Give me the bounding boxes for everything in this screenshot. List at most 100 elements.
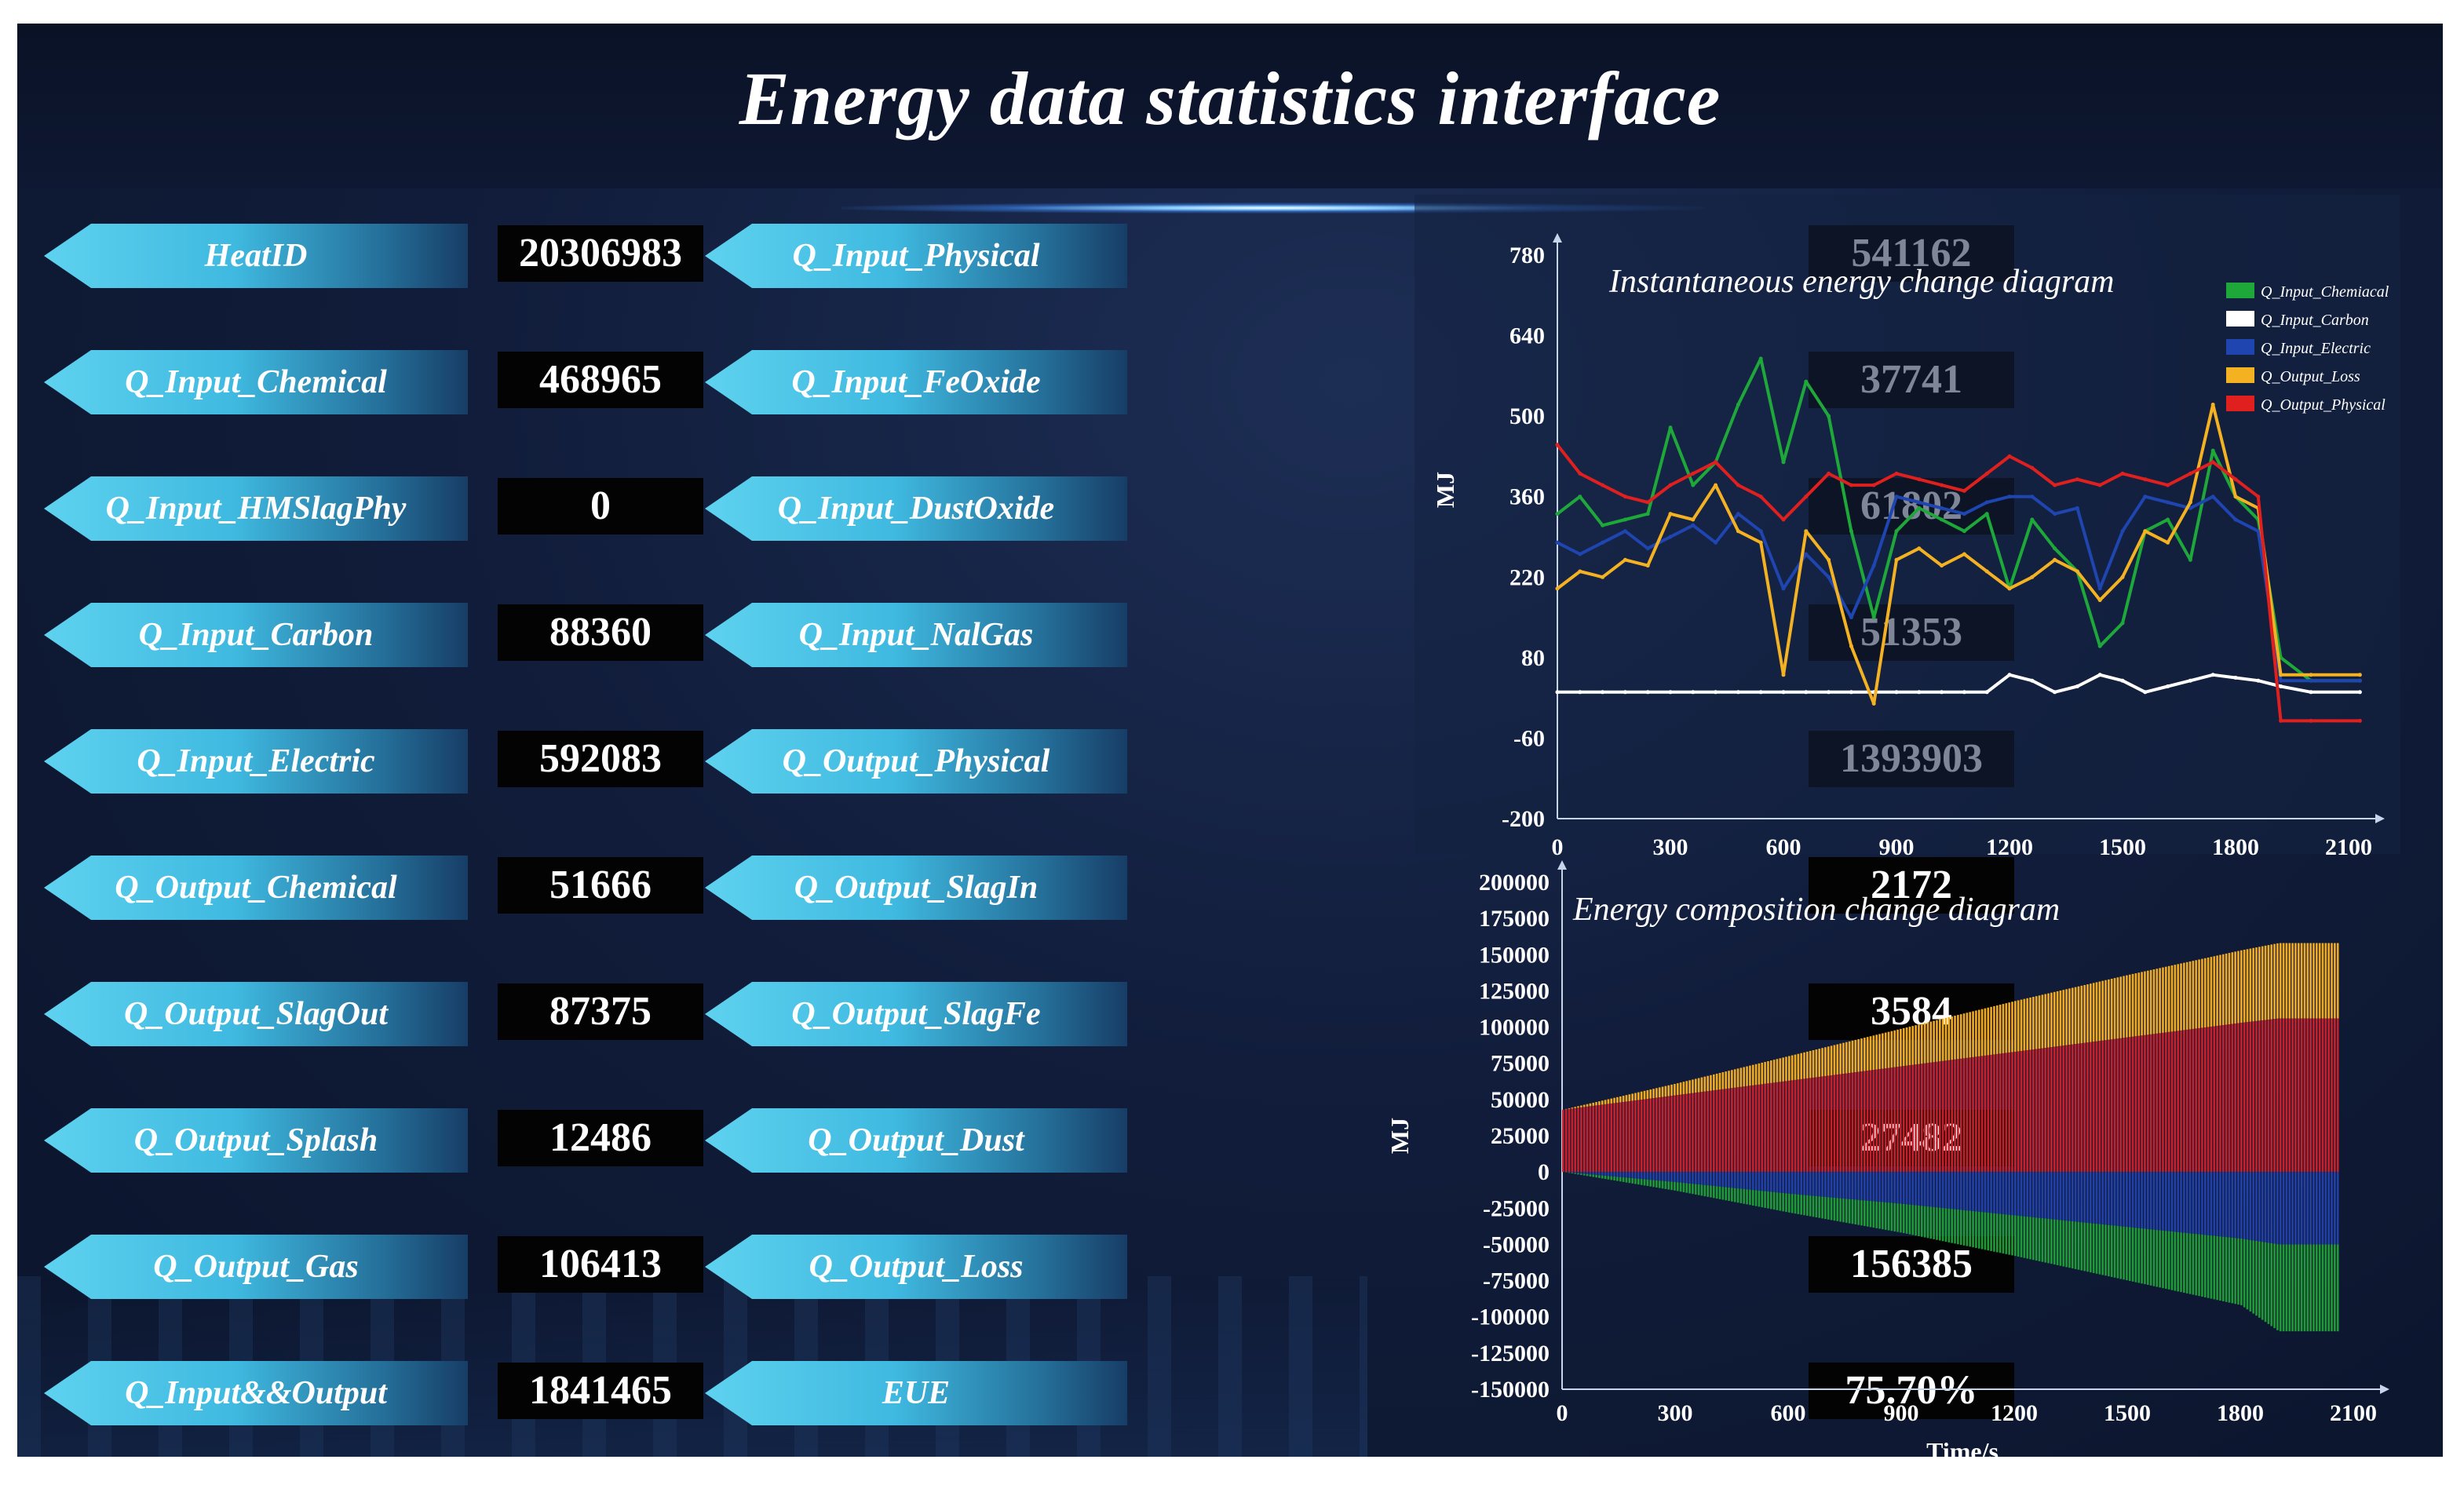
bar-q-output-loss — [1772, 1060, 1776, 1083]
bar-q-input-chemiacal — [2071, 1220, 2074, 1269]
bar-q-input-electric — [1664, 1172, 1667, 1181]
bar-q-input-electric — [2017, 1172, 2020, 1216]
bar-q-input-chemiacal — [1959, 1210, 1962, 1246]
bar-q-output-physical — [2306, 1018, 2309, 1173]
bar-q-output-loss — [1947, 1016, 1951, 1060]
bar-q-input-electric — [1619, 1172, 1622, 1177]
data-point — [2279, 718, 2283, 723]
bar-q-output-physical — [2216, 1025, 2218, 1173]
bar-q-output-physical — [2243, 1022, 2246, 1173]
data-point — [1623, 529, 1627, 534]
bar-q-input-chemiacal — [1769, 1191, 1772, 1210]
data-point — [2007, 494, 2012, 499]
bar-q-input-chemiacal — [1655, 1180, 1658, 1188]
bar-q-input-electric — [2195, 1172, 2198, 1235]
bar-q-input-electric — [2318, 1172, 2321, 1245]
bar-q-output-physical — [2231, 1023, 2234, 1173]
data-point — [2007, 454, 2012, 458]
bar-q-input-electric — [1911, 1172, 1915, 1206]
bar-q-output-loss — [1767, 1061, 1769, 1084]
bar-q-output-loss — [2273, 943, 2276, 1020]
bar-q-input-chemiacal — [1890, 1202, 1893, 1231]
data-point — [2030, 575, 2035, 579]
data-point — [1758, 690, 1763, 695]
field-label: Q_Output_SlagIn — [794, 870, 1039, 906]
data-point — [1962, 512, 1966, 516]
field-eue: EUE 75.70% — [705, 1361, 2014, 1425]
bar-q-input-chemiacal — [2331, 1244, 2333, 1332]
bar-q-output-loss — [1908, 1027, 1911, 1066]
bar-q-output-loss — [2185, 961, 2188, 1030]
bar-q-input-electric — [2246, 1172, 2249, 1240]
bar-q-output-loss — [2240, 950, 2243, 1023]
data-point — [1691, 690, 1696, 695]
bar-q-input-chemiacal — [2195, 1234, 2198, 1296]
data-point — [1555, 586, 1560, 591]
bar-q-output-physical — [2123, 1038, 2125, 1173]
bar-q-input-chemiacal — [1821, 1196, 1823, 1219]
bar-q-input-electric — [1869, 1172, 1872, 1202]
bar-q-input-electric — [2116, 1172, 2119, 1226]
data-point — [1984, 471, 1989, 476]
bar-q-output-loss — [1743, 1067, 1746, 1087]
bar-q-output-loss — [1854, 1039, 1857, 1073]
bar-q-input-electric — [2188, 1172, 2192, 1234]
field-tag — [44, 856, 468, 920]
data-point — [2188, 557, 2192, 562]
field-value: 75.70% — [1809, 1363, 2014, 1419]
bar-q-output-physical — [2101, 1040, 2104, 1173]
chart-title: Energy composition change diagram — [1572, 892, 2060, 928]
bar-q-output-physical — [2156, 1033, 2159, 1173]
bar-q-input-electric — [2192, 1172, 2195, 1234]
bar-q-output-physical — [2294, 1018, 2297, 1173]
bar-q-output-physical — [1864, 1071, 1866, 1173]
bar-q-input-electric — [1739, 1172, 1743, 1189]
bar-q-input-electric — [2167, 1172, 2170, 1231]
bar-q-input-electric — [2008, 1172, 2010, 1215]
field-label: Q_Input_Electric — [137, 743, 375, 779]
bar-q-input-chemiacal — [2177, 1231, 2179, 1292]
bar-q-input-electric — [1866, 1172, 1869, 1201]
bar-q-input-chemiacal — [1715, 1186, 1718, 1199]
bar-q-input-chemiacal — [1685, 1183, 1688, 1193]
bar-q-input-chemiacal — [1736, 1188, 1739, 1203]
bar-q-output-loss — [1866, 1037, 1869, 1071]
bar-q-input-chemiacal — [1721, 1187, 1725, 1200]
bar-q-output-physical — [1655, 1097, 1658, 1173]
chart-title: Instantaneous energy change diagram — [1608, 264, 2115, 300]
bar-q-output-physical — [1929, 1062, 1933, 1173]
bar-q-output-loss — [2041, 994, 2044, 1049]
bar-q-input-chemiacal — [1640, 1179, 1643, 1185]
bar-q-input-electric — [2185, 1172, 2188, 1233]
bar-q-input-electric — [2285, 1172, 2288, 1245]
bar-q-input-chemiacal — [1574, 1173, 1576, 1174]
bar-q-input-electric — [2077, 1172, 2080, 1222]
bar-q-output-loss — [1733, 1069, 1736, 1088]
series-line-Q_Input_Carbon — [1557, 673, 2360, 694]
bar-q-input-electric — [2334, 1172, 2336, 1245]
bar-q-input-chemiacal — [1872, 1201, 1875, 1228]
bar-q-output-physical — [1607, 1104, 1610, 1173]
bar-q-input-chemiacal — [1887, 1202, 1890, 1231]
bar-q-input-chemiacal — [2162, 1230, 2164, 1289]
bar-q-input-electric — [2306, 1172, 2309, 1245]
bar-q-output-physical — [1589, 1106, 1592, 1173]
bar-q-output-physical — [1574, 1107, 1576, 1173]
bar-q-output-physical — [2020, 1050, 2023, 1173]
bar-q-output-loss — [1923, 1023, 1926, 1064]
bar-q-input-chemiacal — [2156, 1230, 2159, 1287]
bar-q-output-loss — [1674, 1083, 1676, 1096]
data-point — [1601, 540, 1605, 545]
data-point — [2120, 678, 2125, 683]
bar-q-input-electric — [2201, 1172, 2203, 1235]
bar-q-input-electric — [2279, 1172, 2282, 1245]
bar-q-output-loss — [1703, 1076, 1707, 1092]
bar-q-output-physical — [2008, 1052, 2010, 1173]
legend-label: Q_Input_Chemiacal — [2261, 283, 2389, 301]
bar-q-output-loss — [1812, 1050, 1815, 1078]
bar-q-input-chemiacal — [2020, 1216, 2023, 1257]
bar-q-output-loss — [2044, 994, 2047, 1049]
x-axis-label: Time/s — [1926, 1437, 1999, 1457]
bar-q-input-chemiacal — [2288, 1244, 2291, 1332]
bar-q-input-chemiacal — [1751, 1190, 1754, 1206]
